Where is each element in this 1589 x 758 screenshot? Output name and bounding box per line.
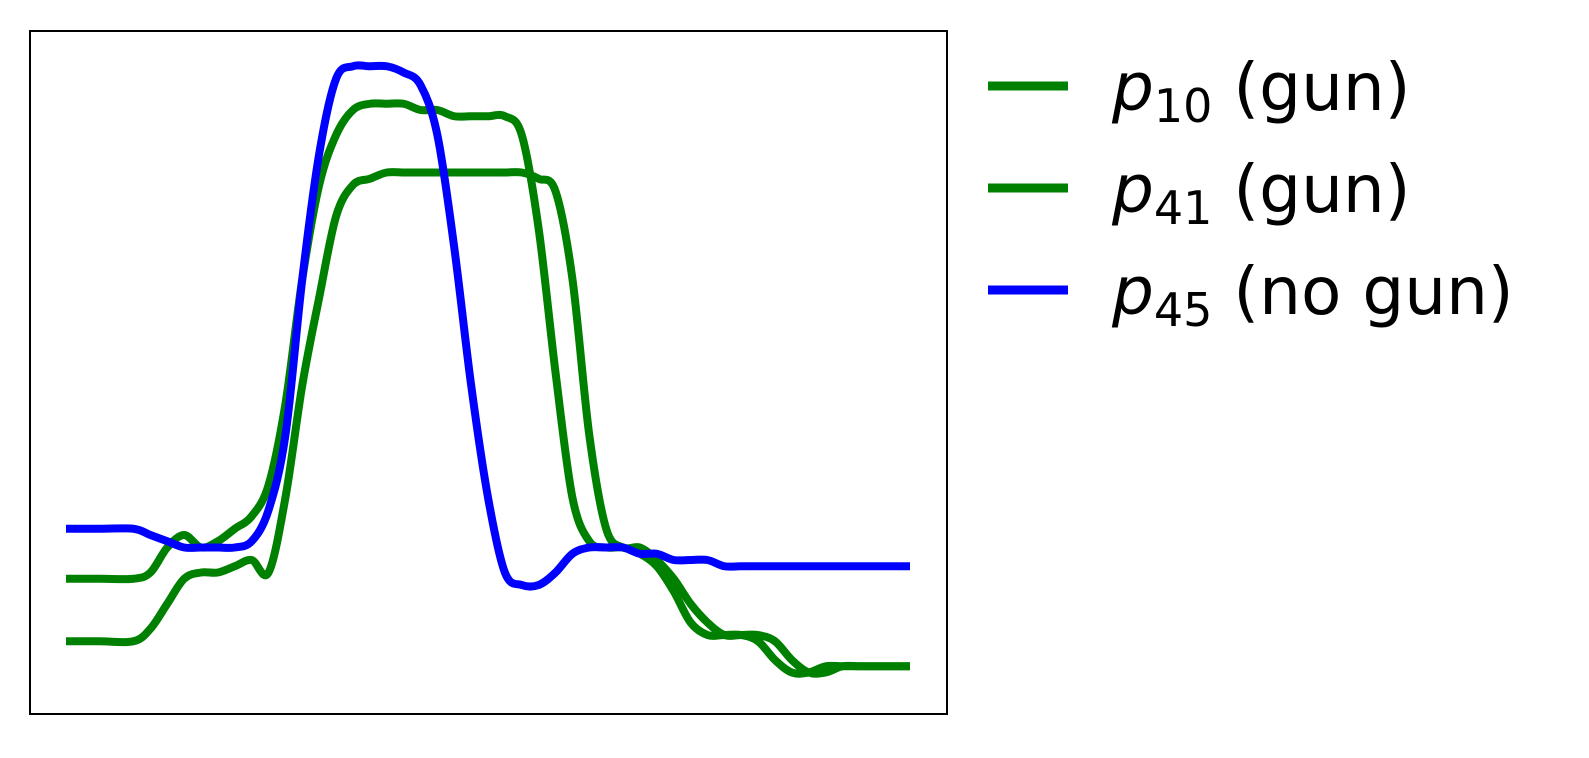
plot-area-frame — [29, 30, 948, 715]
series-line-41 — [65, 168, 910, 678]
series-line-10 — [66, 99, 910, 678]
series-line-45 — [66, 61, 910, 591]
legend-label-45: p45 (no gun) — [1111, 253, 1514, 337]
legend: p10 (gun) p41 (gun) p45 (no gun) — [988, 49, 1514, 337]
legend-label-41: p41 (gun) — [1111, 151, 1411, 235]
legend-label-10: p10 (gun) — [1111, 49, 1411, 133]
series-layer — [65, 61, 910, 678]
